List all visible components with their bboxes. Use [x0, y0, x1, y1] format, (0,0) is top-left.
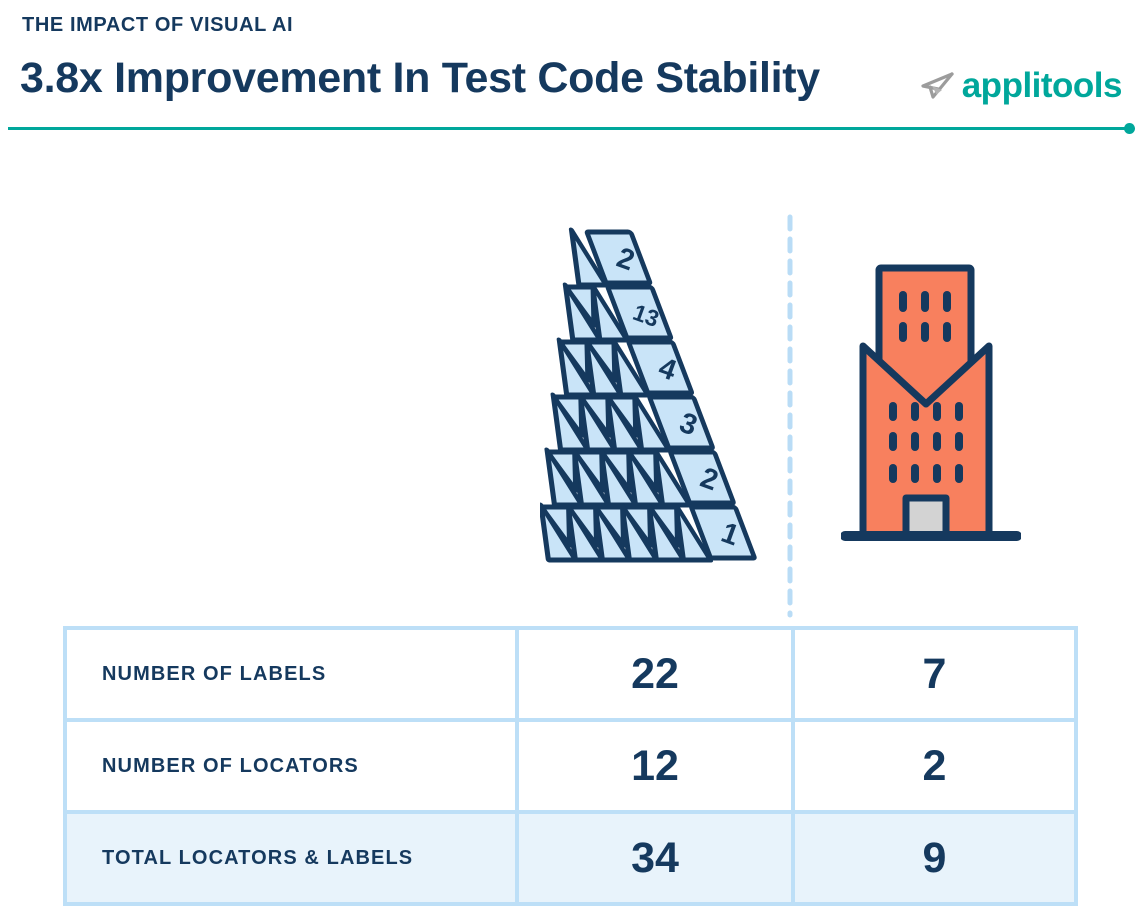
- before-value: 12: [515, 718, 795, 814]
- tower-windows: [899, 291, 951, 342]
- applitools-logo-text: applitools: [961, 66, 1123, 105]
- after-value: 2: [791, 718, 1078, 814]
- divider-rule: [8, 123, 1135, 134]
- table-row-labels: NUMBER OF LABELS 22 7: [63, 626, 1078, 722]
- numbered-card: [689, 504, 757, 561]
- applitools-logo: applitools: [919, 66, 1123, 106]
- row-label: NUMBER OF LABELS: [63, 626, 519, 722]
- building-door: [902, 494, 950, 540]
- after-value: 7: [791, 626, 1078, 722]
- comparison-table: NUMBER OF LABELS 22 7 NUMBER OF LOCATORS…: [63, 626, 1078, 906]
- before-value: 34: [515, 810, 795, 906]
- table-row-total: TOTAL LOCATORS & LABELS 34 9: [63, 810, 1078, 906]
- before-value: 22: [515, 626, 795, 722]
- numbered-card: [626, 339, 695, 396]
- eyebrow-label: THE IMPACT OF VISUAL AI: [22, 14, 294, 36]
- card-stack: [540, 227, 757, 563]
- dashed-separator: [787, 214, 793, 618]
- divider-rule-dot: [1124, 123, 1135, 134]
- stable-building-icon: [841, 264, 1021, 541]
- numbered-card: [605, 284, 674, 341]
- row-label: NUMBER OF LOCATORS: [63, 718, 519, 814]
- building-front: [859, 342, 993, 540]
- page-title: 3.8x Improvement In Test Code Stability: [20, 54, 820, 102]
- front-windows: [889, 402, 963, 483]
- numbered-card: [668, 449, 736, 506]
- table-row-locators: NUMBER OF LOCATORS 12 2: [63, 718, 1078, 814]
- applitools-logo-icon: [921, 72, 954, 99]
- card-triangle-up: [540, 502, 579, 563]
- numbered-card: [584, 229, 653, 286]
- row-label: TOTAL LOCATORS & LABELS: [63, 810, 519, 906]
- after-value: 9: [791, 810, 1078, 906]
- numbered-card: [647, 394, 715, 451]
